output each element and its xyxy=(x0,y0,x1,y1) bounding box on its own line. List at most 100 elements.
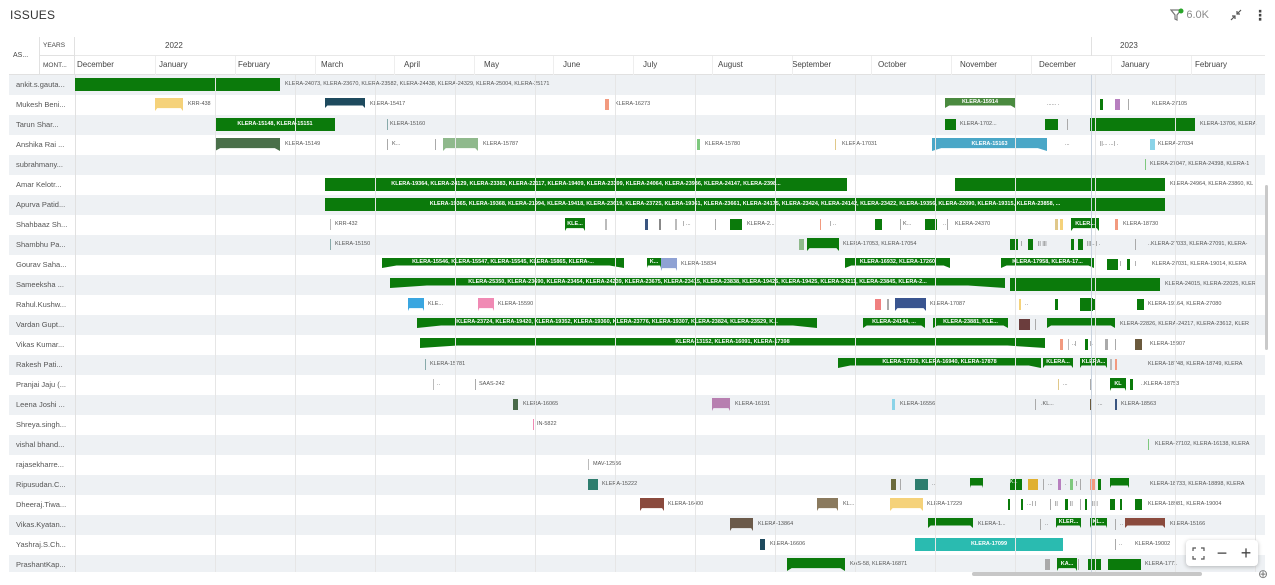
issue-marker[interactable] xyxy=(387,139,388,150)
issue-flag[interactable]: KLERA-15163 xyxy=(932,138,1047,151)
horizontal-scrollbar[interactable] xyxy=(972,572,1202,576)
issue-bar[interactable]: KLERA... xyxy=(1080,358,1107,368)
issue-flag[interactable] xyxy=(730,518,753,531)
issue-label[interactable]: KLERA-17087 xyxy=(930,301,966,307)
issue-label[interactable]: KLERA-27047, KLERA-24398, KLERA-1 xyxy=(1150,161,1250,167)
issue-flag[interactable] xyxy=(215,138,280,151)
assignee-name[interactable]: rajasekharre... xyxy=(16,460,64,469)
assignee-name[interactable]: Vardan Gupt... xyxy=(16,320,65,329)
issue-marker[interactable] xyxy=(900,219,901,230)
issue-marker[interactable] xyxy=(1098,479,1101,490)
issue-marker[interactable]: K... xyxy=(1010,479,1022,490)
assignee-name[interactable]: Tarun Shar... xyxy=(16,120,59,129)
issue-marker[interactable] xyxy=(1110,499,1115,510)
issue-label[interactable]: ..| xyxy=(1072,341,1077,347)
issue-bar[interactable]: KL... xyxy=(1090,518,1107,528)
issue-bar[interactable]: K... xyxy=(647,258,661,268)
issue-flag[interactable] xyxy=(712,398,730,411)
assignee-name[interactable]: Pranjai Jaju (... xyxy=(16,380,67,389)
issue-marker[interactable] xyxy=(1058,379,1059,390)
issue-marker[interactable] xyxy=(947,219,948,230)
assignee-name[interactable]: Vikas.Kyatan... xyxy=(16,520,66,529)
issue-marker[interactable] xyxy=(1071,239,1074,250)
issue-bar[interactable] xyxy=(1080,298,1093,311)
issue-label[interactable]: | xyxy=(1021,241,1023,247)
issue-marker[interactable] xyxy=(1058,479,1061,490)
issue-marker[interactable] xyxy=(330,219,331,230)
issue-marker[interactable] xyxy=(1085,339,1088,350)
issue-label[interactable]: ||... ...| . xyxy=(1100,141,1119,147)
assignee-name[interactable]: Vikas Kumar... xyxy=(16,340,65,349)
issue-marker[interactable] xyxy=(1055,299,1058,310)
issue-label[interactable]: KLERA-2... xyxy=(747,221,775,227)
issue-marker[interactable] xyxy=(1090,479,1095,490)
issue-label[interactable]: .. xyxy=(1025,301,1029,307)
issue-bar[interactable]: KLERA-19364, KLERA-24129, KLERA-23383, K… xyxy=(325,178,847,191)
issue-label[interactable]: KL... xyxy=(843,501,855,507)
issue-marker[interactable] xyxy=(891,479,896,490)
issue-marker[interactable] xyxy=(925,219,937,230)
issue-marker[interactable] xyxy=(1021,499,1023,510)
issue-marker[interactable] xyxy=(1019,319,1030,330)
issue-flag[interactable] xyxy=(807,238,839,251)
issue-label[interactable]: .. xyxy=(437,381,441,387)
issue-label[interactable]: KLERA-15787 xyxy=(483,141,519,147)
issue-marker[interactable] xyxy=(1107,259,1118,270)
assignee-name[interactable]: subrahmany... xyxy=(16,160,63,169)
issue-bar[interactable]: KLERA-19365, KLERA-19368, KLERA-21994, K… xyxy=(325,198,1165,211)
issue-label[interactable]: KLERA-1... xyxy=(978,521,1006,527)
issue-bar[interactable] xyxy=(1110,478,1129,488)
issue-label[interactable]: KLERA-1702... xyxy=(960,121,997,127)
issue-marker[interactable] xyxy=(533,419,534,430)
issue-marker[interactable] xyxy=(1115,359,1117,370)
zoom-in-icon[interactable]: + xyxy=(1240,542,1252,563)
issue-label[interactable]: KAS-58, KLERA-16871 xyxy=(850,561,908,567)
issue-marker[interactable] xyxy=(1135,339,1142,350)
issue-marker[interactable] xyxy=(1008,499,1010,510)
issue-label[interactable]: KLERA-15834 xyxy=(681,261,717,267)
issue-marker[interactable] xyxy=(1080,479,1081,490)
issue-label[interactable]: ... xyxy=(1063,381,1068,387)
issue-label[interactable]: KLERA-24964, KLERA-23860, KL xyxy=(1170,181,1254,187)
assignee-name[interactable]: Sameeksha ... xyxy=(16,280,64,289)
assignee-name[interactable]: Leena Joshi ... xyxy=(16,400,65,409)
issue-label[interactable]: KLERA-16556 xyxy=(900,401,936,407)
issue-flag[interactable] xyxy=(155,98,183,111)
issue-label[interactable]: KLERA-15222 xyxy=(602,481,638,487)
issue-marker[interactable] xyxy=(1100,99,1103,110)
issue-label[interactable]: .KL... xyxy=(1041,401,1054,407)
issue-marker[interactable] xyxy=(697,139,700,150)
issue-bar[interactable]: KLERA-17330, KLERA-16940, KLERA-17878 xyxy=(838,358,1041,368)
issue-marker[interactable] xyxy=(1035,399,1036,410)
issue-label[interactable]: KLERA-27102, KLERA-16138, KLERA xyxy=(1155,441,1250,447)
issue-marker[interactable] xyxy=(1028,479,1038,490)
issue-marker[interactable] xyxy=(425,359,426,370)
issue-marker[interactable] xyxy=(1045,559,1050,570)
issue-bar[interactable] xyxy=(325,98,365,108)
issue-flag[interactable] xyxy=(640,498,664,511)
issue-label[interactable]: .. xyxy=(1119,541,1123,547)
issue-bar[interactable]: KLERA-13152, KLERA-16091, KLERA-17398 xyxy=(420,338,1045,348)
assignee-column-header[interactable]: AS... xyxy=(13,52,29,59)
issue-bar[interactable] xyxy=(1125,518,1165,528)
assignee-name[interactable]: Shahbaaz Sh... xyxy=(16,220,68,229)
issue-label[interactable]: KLERA-17053, KLERA-17054 xyxy=(843,241,917,247)
issue-bar[interactable] xyxy=(75,78,280,91)
issue-marker[interactable] xyxy=(715,219,716,230)
issue-bar[interactable]: KLERA-23881, KLE... xyxy=(933,318,1008,328)
issue-marker[interactable] xyxy=(1060,219,1063,230)
issue-marker[interactable] xyxy=(1093,299,1096,310)
issue-label[interactable]: .. xyxy=(1045,521,1049,527)
issue-marker[interactable] xyxy=(1130,379,1133,390)
issue-label[interactable]: KLERA-24073, KLERA-23670, KLERA-23582, K… xyxy=(285,81,550,87)
issue-label[interactable]: KLERA-15166 xyxy=(1170,521,1206,527)
issue-label[interactable]: KLERA-19002 xyxy=(1135,541,1171,547)
issue-marker[interactable] xyxy=(1090,379,1091,390)
issue-label[interactable]: | ... xyxy=(683,221,691,227)
issue-label[interactable]: KLERA-15781 xyxy=(430,361,466,367)
issue-marker[interactable] xyxy=(730,219,742,230)
issue-marker[interactable] xyxy=(875,219,882,230)
issue-label[interactable]: KLERA-16191 xyxy=(735,401,771,407)
issue-marker[interactable] xyxy=(1108,559,1141,570)
issue-marker[interactable] xyxy=(799,239,804,250)
